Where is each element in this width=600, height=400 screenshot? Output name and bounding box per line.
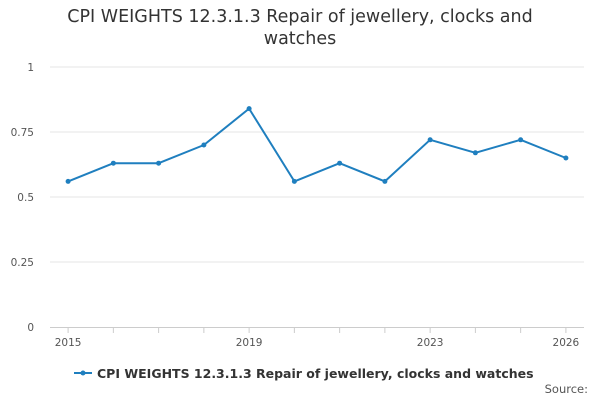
y-tick-label: 0.25 [11, 257, 34, 269]
x-axis-labels: 2015 2019 2023 2026 [55, 337, 580, 349]
data-point[interactable] [337, 160, 343, 166]
y-axis: 0 0.25 0.5 0.75 1 [11, 62, 34, 334]
series-layer [65, 106, 569, 184]
y-tick-label: 0.5 [17, 192, 34, 204]
data-point[interactable] [246, 106, 252, 112]
data-point[interactable] [110, 160, 116, 166]
chart-title: CPI WEIGHTS 12.3.1.3 Repair of jewellery… [67, 7, 533, 49]
x-tick-label: 2023 [417, 337, 444, 349]
data-point[interactable] [472, 150, 478, 156]
y-tick-label: 0.75 [11, 127, 34, 139]
x-tick-label: 2026 [553, 337, 580, 349]
data-point[interactable] [518, 137, 524, 143]
y-tick-label: 0 [27, 322, 34, 334]
y-tick-label: 1 [27, 62, 34, 74]
legend[interactable]: CPI WEIGHTS 12.3.1.3 Repair of jewellery… [74, 363, 534, 383]
series-line [67, 107, 567, 183]
x-tick-label: 2019 [236, 337, 263, 349]
x-axis [50, 327, 584, 333]
source-label: Source: [544, 382, 588, 396]
data-point[interactable] [563, 155, 569, 161]
data-point[interactable] [201, 142, 207, 148]
data-point[interactable] [382, 178, 388, 184]
data-point[interactable] [65, 178, 71, 184]
legend-label: CPI WEIGHTS 12.3.1.3 Repair of jewellery… [97, 365, 534, 381]
legend-swatch-icon [74, 370, 92, 376]
data-point[interactable] [291, 178, 297, 184]
gridlines [50, 66, 584, 263]
x-tick-label: 2015 [55, 337, 82, 349]
data-point[interactable] [427, 137, 433, 143]
data-point[interactable] [156, 160, 162, 166]
